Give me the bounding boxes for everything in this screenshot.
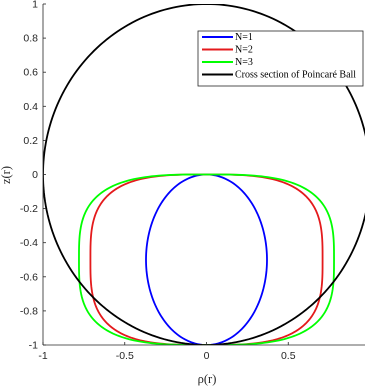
y-tick-label: 0.8 bbox=[23, 33, 38, 45]
axis-ticks: -1 -0.5 0 0.5 1 0.8 0.6 0.4 0.2 0 -0.2 -0.4 -0.6 -0.8… bbox=[20, 0, 296, 362]
legend: N=1 N=2N=3 Cross section of Poincaré Ball bbox=[197, 30, 364, 87]
y-tick-label: -0.8 bbox=[20, 305, 38, 317]
legend-label: N=1 bbox=[235, 32, 253, 43]
y-tick-label: -0.2 bbox=[20, 203, 38, 215]
y-tick-label: 0.2 bbox=[23, 135, 38, 147]
y-tick-label: -1 bbox=[29, 340, 38, 352]
y-tick-label: 1 bbox=[32, 0, 38, 11]
y-tick-label: 0 bbox=[32, 169, 38, 181]
x-tick-label: 0.5 bbox=[281, 350, 296, 362]
y-tick-label: 0.6 bbox=[23, 67, 38, 79]
series-line-3 bbox=[78, 173, 335, 345]
legend-label: N=3 bbox=[235, 57, 253, 68]
y-axis-title: z(r) bbox=[0, 166, 13, 184]
x-tick-label: -1 bbox=[38, 350, 47, 362]
legend-box bbox=[197, 30, 364, 87]
series-line-2 bbox=[89, 173, 324, 345]
legend-label: Cross section of Poincaré Ball bbox=[235, 70, 356, 81]
x-tick-label: -0.5 bbox=[116, 350, 134, 362]
y-tick-label: -0.6 bbox=[20, 271, 38, 283]
y-tick-label: -0.4 bbox=[20, 237, 38, 249]
series-line-4 bbox=[43, 4, 365, 345]
x-axis-title: ρ(r) bbox=[198, 372, 217, 386]
x-tick-label: 0 bbox=[204, 350, 210, 362]
y-tick-label: 0.4 bbox=[23, 101, 38, 113]
legend-label: N=2 bbox=[235, 45, 253, 56]
plot-curves bbox=[43, 4, 365, 345]
series-line-1 bbox=[145, 173, 268, 345]
